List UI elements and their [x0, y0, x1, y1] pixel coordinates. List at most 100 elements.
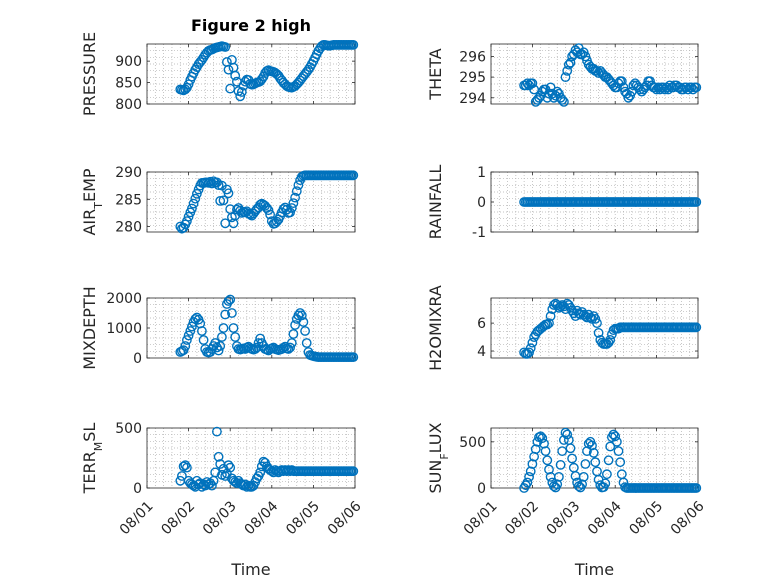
data-point	[280, 202, 290, 213]
data-point	[180, 341, 191, 351]
data-point	[230, 70, 241, 81]
data-point	[616, 76, 627, 87]
x-tick-label: 08/02	[502, 498, 542, 538]
data-point	[223, 188, 234, 199]
y-axis-label: SUNFLUX	[426, 422, 451, 493]
data-point	[593, 327, 604, 338]
data-point	[263, 205, 274, 216]
y-tick-label: 0	[133, 351, 142, 367]
markers	[175, 294, 359, 362]
data-point	[300, 326, 310, 336]
subplot-7: 0 500 TERRMSL 08/01 08/02 08/03 08/04 08/05 08/0…	[80, 421, 365, 579]
data-point	[578, 471, 589, 482]
axes-box	[490, 43, 699, 105]
data-point	[565, 443, 576, 454]
y-tick-label: 900	[115, 54, 142, 70]
x-axis-label: Time	[230, 560, 270, 579]
markers	[519, 427, 702, 493]
data-point	[348, 170, 359, 181]
y-tick-label: 0	[477, 481, 486, 497]
y-axis-label: MIXDEPTH	[80, 286, 99, 369]
data-point	[605, 334, 616, 345]
data-point	[605, 441, 616, 452]
data-point	[691, 322, 702, 333]
data-point	[539, 438, 549, 449]
data-point	[190, 193, 201, 204]
data-point	[296, 310, 307, 321]
axes-box	[490, 297, 699, 359]
data-point	[610, 431, 621, 442]
data-point	[190, 64, 201, 75]
data-point	[186, 203, 197, 214]
data-point	[301, 338, 312, 348]
data-point	[241, 481, 252, 492]
data-point	[225, 83, 236, 94]
data-point	[691, 483, 702, 493]
y-tick-label: 0	[477, 195, 486, 211]
subplot-4: -1 0 1 RAINFALL	[426, 165, 702, 241]
markers	[175, 170, 359, 234]
x-tick-label: 08/05	[626, 498, 666, 538]
grid	[491, 428, 698, 488]
x-tick-label: 08/06	[668, 498, 708, 538]
y-tick-label: 290	[115, 165, 142, 181]
data-point	[220, 309, 231, 320]
grid	[491, 44, 698, 104]
data-point	[205, 176, 216, 187]
data-point	[562, 66, 573, 76]
grid	[491, 298, 698, 358]
x-tick-label: 08/04	[242, 498, 282, 538]
y-tick-label: 500	[115, 421, 142, 437]
data-point	[616, 469, 627, 480]
data-point	[544, 464, 554, 475]
data-point	[527, 78, 538, 89]
x-tick-label: 08/01	[117, 498, 157, 538]
data-point	[288, 198, 299, 209]
data-point	[582, 446, 592, 456]
data-point	[213, 345, 224, 356]
data-point	[223, 460, 234, 471]
y-axis-label: THETA	[426, 48, 445, 100]
data-point	[181, 462, 192, 473]
markers	[175, 426, 359, 492]
markers	[519, 197, 702, 207]
data-point	[181, 216, 192, 227]
markers	[175, 40, 359, 102]
data-point	[537, 433, 548, 444]
data-point	[298, 317, 309, 327]
data-point	[290, 192, 300, 203]
data-point	[215, 195, 226, 206]
data-point	[602, 469, 612, 480]
data-point	[348, 466, 359, 477]
data-point	[615, 457, 626, 468]
y-tick-label: 1	[477, 165, 486, 181]
subplot-2: 294 295 296 THETA	[426, 43, 702, 107]
data-point	[185, 326, 196, 336]
axes-box	[146, 43, 356, 105]
data-point	[686, 82, 697, 93]
data-point	[542, 455, 553, 466]
data-point	[560, 72, 571, 83]
data-point	[530, 444, 541, 455]
x-axis-label: Time	[574, 560, 614, 579]
y-axis-label: PRESSURE	[80, 32, 99, 116]
data-point	[527, 459, 538, 469]
data-point	[559, 97, 569, 107]
data-point	[580, 51, 591, 62]
y-axis-label: AIRTEMP	[80, 168, 105, 235]
markers	[519, 43, 702, 107]
data-point	[228, 323, 239, 333]
data-point	[206, 480, 217, 491]
y-tick-label: 1000	[106, 321, 142, 337]
data-point	[525, 466, 536, 477]
data-point	[188, 198, 199, 209]
x-tick-label: 08/04	[585, 498, 625, 538]
data-point	[183, 330, 194, 341]
data-point	[285, 342, 295, 353]
data-point	[181, 335, 192, 345]
axes-box	[490, 427, 699, 489]
data-point	[236, 87, 247, 97]
y-tick-label: 0	[133, 481, 142, 497]
